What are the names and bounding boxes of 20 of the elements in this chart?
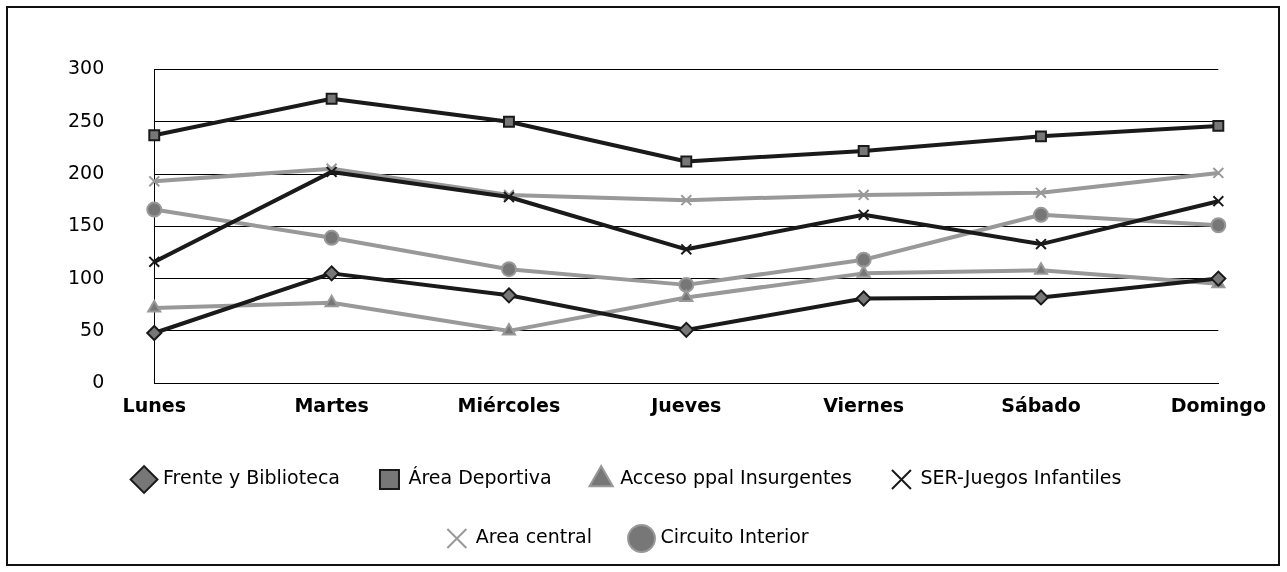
- legend-label: Acceso ppal Insurgentes: [620, 466, 852, 489]
- x-tick-label: Sábado: [1001, 393, 1081, 416]
- legend-label: Circuito Interior: [660, 525, 809, 548]
- y-tick-label: 200: [68, 160, 105, 183]
- x-tick-label: Miércoles: [457, 393, 561, 416]
- y-tick-label: 50: [80, 317, 105, 340]
- x-tick-label: Viernes: [823, 393, 905, 416]
- x-tick-label: Domingo: [1170, 393, 1267, 416]
- y-tick-label: 100: [68, 265, 105, 288]
- legend-label: Frente y Biblioteca: [163, 466, 340, 489]
- x-tick-label: Jueves: [649, 393, 722, 416]
- legend-label: SER-Juegos Infantiles: [920, 466, 1122, 489]
- y-tick-label: 250: [68, 108, 105, 131]
- x-tick-label: Lunes: [122, 393, 186, 416]
- y-tick-label: 300: [68, 56, 105, 79]
- y-tick-label: 0: [92, 370, 105, 393]
- x-tick-label: Martes: [294, 393, 369, 416]
- legend-label: Área Deportiva: [408, 466, 552, 489]
- y-tick-label: 150: [68, 213, 105, 236]
- legend-label: Area central: [475, 525, 592, 548]
